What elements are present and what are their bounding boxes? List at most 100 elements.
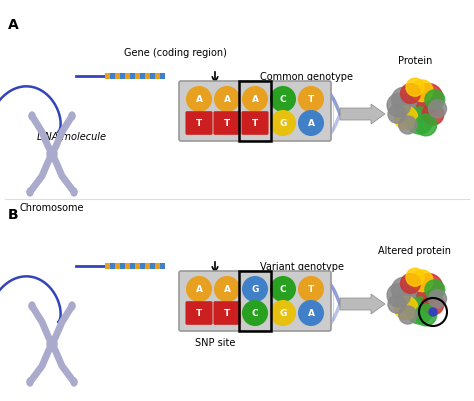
Text: A: A <box>8 18 19 32</box>
Ellipse shape <box>69 113 75 121</box>
Circle shape <box>422 104 444 126</box>
Circle shape <box>406 297 433 324</box>
Circle shape <box>271 111 295 136</box>
Text: Chromosome: Chromosome <box>20 203 84 213</box>
Bar <box>155 74 160 80</box>
Circle shape <box>387 94 410 117</box>
Circle shape <box>388 296 406 314</box>
Circle shape <box>187 277 211 302</box>
Circle shape <box>271 301 295 326</box>
Text: SNP site: SNP site <box>195 337 235 347</box>
Circle shape <box>399 306 417 324</box>
Circle shape <box>401 84 420 104</box>
Circle shape <box>429 308 437 316</box>
Text: A: A <box>308 119 315 128</box>
Circle shape <box>425 91 445 110</box>
FancyBboxPatch shape <box>179 271 331 331</box>
Bar <box>105 74 110 80</box>
Circle shape <box>414 84 443 113</box>
Bar <box>125 74 130 80</box>
Text: G: G <box>251 285 259 294</box>
Bar <box>115 263 120 269</box>
Text: Gene (coding region): Gene (coding region) <box>124 48 227 58</box>
Text: G: G <box>279 309 287 318</box>
Circle shape <box>243 87 267 112</box>
Circle shape <box>243 301 267 326</box>
FancyBboxPatch shape <box>213 112 240 136</box>
Circle shape <box>215 87 239 112</box>
Bar <box>110 263 115 269</box>
Circle shape <box>187 87 211 112</box>
Bar <box>160 263 165 269</box>
FancyArrow shape <box>340 105 385 125</box>
Text: T: T <box>224 309 230 318</box>
Circle shape <box>394 107 418 130</box>
Circle shape <box>399 117 417 135</box>
Bar <box>130 74 135 80</box>
Circle shape <box>428 101 447 119</box>
Text: T: T <box>308 285 314 294</box>
Circle shape <box>415 304 437 326</box>
Text: A: A <box>224 285 230 294</box>
Circle shape <box>394 296 418 320</box>
Circle shape <box>215 277 239 302</box>
Text: Variant genotype: Variant genotype <box>260 261 344 271</box>
Circle shape <box>243 277 267 302</box>
Bar <box>140 74 145 80</box>
Text: A: A <box>195 95 202 104</box>
Bar <box>135 74 140 80</box>
Circle shape <box>399 281 431 314</box>
Text: Common genotype: Common genotype <box>260 72 353 82</box>
Circle shape <box>299 87 323 112</box>
FancyBboxPatch shape <box>213 302 240 325</box>
Circle shape <box>425 280 445 300</box>
Bar <box>130 263 135 269</box>
Ellipse shape <box>69 302 75 310</box>
Text: DNA molecule: DNA molecule <box>37 132 107 142</box>
Ellipse shape <box>47 337 57 351</box>
Circle shape <box>411 81 433 102</box>
Text: A: A <box>252 95 258 104</box>
FancyBboxPatch shape <box>241 112 269 136</box>
Circle shape <box>392 88 417 113</box>
Ellipse shape <box>71 188 77 196</box>
FancyBboxPatch shape <box>179 82 331 142</box>
Circle shape <box>428 290 447 308</box>
Ellipse shape <box>47 148 57 162</box>
Ellipse shape <box>27 378 33 386</box>
Bar <box>239 271 271 331</box>
Bar <box>120 74 125 80</box>
Circle shape <box>387 284 410 307</box>
Bar <box>115 74 120 80</box>
Text: C: C <box>280 285 286 294</box>
Bar <box>160 74 165 80</box>
Bar <box>120 263 125 269</box>
Circle shape <box>388 106 406 124</box>
Circle shape <box>392 277 417 303</box>
Circle shape <box>422 294 444 315</box>
Text: Altered protein: Altered protein <box>379 245 452 255</box>
Circle shape <box>401 274 420 294</box>
Text: Protein: Protein <box>398 56 432 66</box>
Circle shape <box>406 269 424 286</box>
Ellipse shape <box>29 302 35 310</box>
FancyArrow shape <box>340 294 385 314</box>
Ellipse shape <box>71 378 77 386</box>
Circle shape <box>415 115 437 136</box>
Text: A: A <box>224 95 230 104</box>
Circle shape <box>299 277 323 302</box>
Text: T: T <box>196 309 202 318</box>
Text: B: B <box>8 207 18 221</box>
Bar <box>145 74 150 80</box>
Circle shape <box>414 274 443 303</box>
Circle shape <box>399 91 431 124</box>
Text: T: T <box>252 119 258 128</box>
Circle shape <box>271 87 295 112</box>
Text: G: G <box>279 119 287 128</box>
Ellipse shape <box>27 188 33 196</box>
Text: A: A <box>195 285 202 294</box>
Ellipse shape <box>29 113 35 121</box>
Text: C: C <box>280 95 286 104</box>
Bar <box>105 263 110 269</box>
Bar <box>125 263 130 269</box>
